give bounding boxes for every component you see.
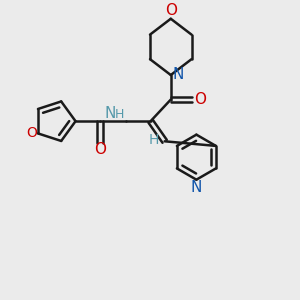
Text: O: O — [94, 142, 106, 157]
Text: N: N — [172, 67, 184, 82]
Text: H: H — [148, 133, 159, 147]
Text: O: O — [26, 126, 37, 140]
Text: O: O — [165, 3, 177, 18]
Text: H: H — [115, 108, 124, 121]
Text: N: N — [191, 180, 202, 195]
Text: N: N — [104, 106, 116, 121]
Text: O: O — [194, 92, 206, 107]
